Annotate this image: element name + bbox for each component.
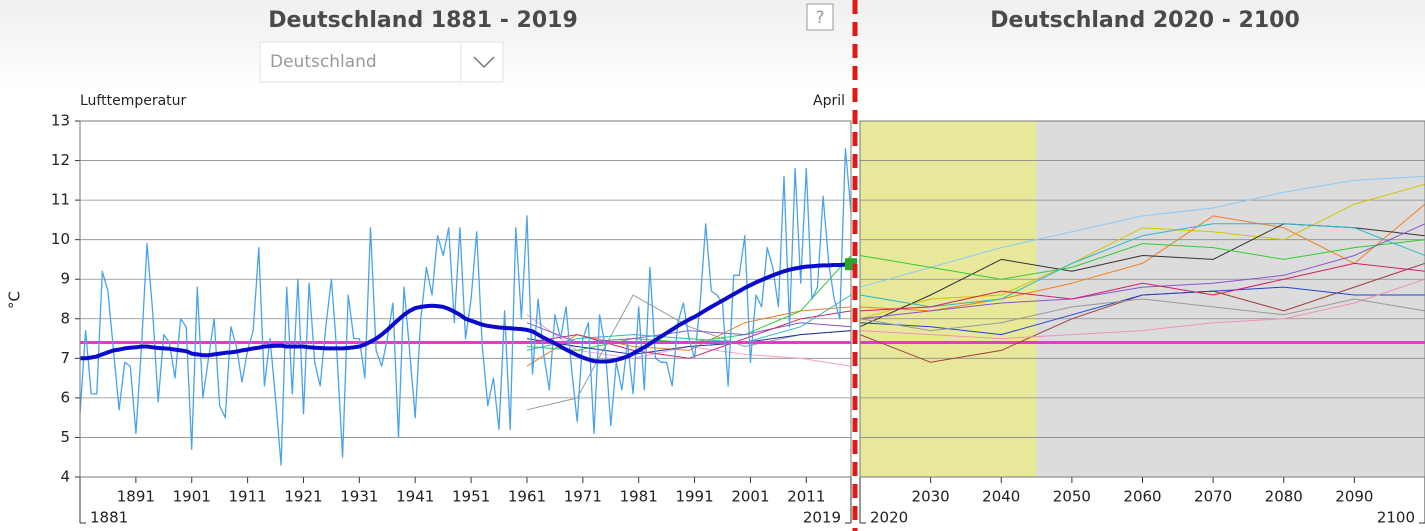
x-tick-label: 1931 bbox=[340, 488, 378, 506]
y-tick-label: 12 bbox=[51, 151, 70, 169]
series-line bbox=[859, 183, 1425, 320]
x-tick-label: 1951 bbox=[452, 488, 490, 506]
dropdown-arrow[interactable] bbox=[473, 56, 495, 69]
x-tick-label: 1941 bbox=[396, 488, 434, 506]
x-tick-label: 1911 bbox=[229, 488, 267, 506]
series-line bbox=[859, 286, 1425, 336]
y-tick-label: 5 bbox=[60, 428, 70, 446]
series-line bbox=[79, 148, 852, 466]
left-title: Deutschland 1881 - 2019 bbox=[268, 8, 578, 33]
x-tick-label: 2019 bbox=[803, 509, 841, 527]
plot: 4 5 6 7 8 9 10 11 12 13 1881 1891 1901 1911 1921 1931 19… bbox=[51, 112, 1425, 527]
plot-frame bbox=[859, 120, 1425, 478]
y-tick-label: 6 bbox=[60, 388, 70, 406]
model-run-line bbox=[526, 310, 852, 359]
x-tick-label: 2070 bbox=[1194, 488, 1232, 506]
help-text[interactable]: ? bbox=[815, 8, 824, 28]
x-tick-label: 1901 bbox=[173, 488, 211, 506]
dropdown-text[interactable]: Deutschland bbox=[270, 52, 377, 72]
x-tick-label: 2030 bbox=[912, 488, 950, 506]
x-tick-label: 2001 bbox=[731, 488, 769, 506]
plot-frame bbox=[79, 120, 852, 478]
x-tick-label: 1981 bbox=[620, 488, 658, 506]
variable-label: Lufttemperatur bbox=[80, 93, 187, 109]
series-line bbox=[859, 298, 1425, 332]
plot-bg bbox=[80, 121, 851, 477]
right-title: Deutschland 2020 - 2100 bbox=[990, 8, 1300, 33]
x-tick-label: 1991 bbox=[675, 488, 713, 506]
series-line bbox=[80, 262, 852, 364]
x-tick-label: 2011 bbox=[787, 488, 825, 506]
x-tick-label: 1891 bbox=[117, 488, 155, 506]
y-tick-label: 13 bbox=[51, 112, 70, 130]
x-tick-label: 2040 bbox=[982, 488, 1020, 506]
dropdown[interactable]: Deutschland bbox=[259, 41, 504, 83]
series-line bbox=[859, 239, 1425, 280]
y-tick-label: 8 bbox=[60, 309, 70, 327]
help-button[interactable] bbox=[806, 3, 834, 31]
x-tick-label: 1971 bbox=[564, 488, 602, 506]
series-line bbox=[859, 262, 1425, 312]
series-line bbox=[859, 223, 1425, 308]
y-axis-label: °C bbox=[6, 291, 24, 309]
x-tick-label: 2050 bbox=[1053, 488, 1091, 506]
x-tick-label: 1881 bbox=[90, 509, 128, 527]
x-tick-label: 2090 bbox=[1335, 488, 1373, 506]
y-tick-label: 10 bbox=[51, 230, 70, 248]
x-tick-label: 2020 bbox=[870, 509, 908, 527]
header-bg bbox=[0, 0, 1425, 90]
x-tick-label: 1921 bbox=[284, 488, 322, 506]
model-run-line bbox=[526, 330, 852, 355]
x-tick-label: 2100 bbox=[1377, 509, 1415, 527]
y-tick-label: 11 bbox=[51, 191, 70, 209]
period-label: April bbox=[813, 93, 845, 109]
band bbox=[860, 121, 1037, 477]
dropdown-box[interactable] bbox=[259, 41, 504, 83]
x-tick-label: 2080 bbox=[1265, 488, 1303, 506]
y-tick-label: 7 bbox=[60, 349, 70, 367]
series-line bbox=[859, 175, 1425, 288]
series-line bbox=[859, 223, 1425, 320]
y-tick-label: 9 bbox=[60, 270, 70, 288]
x-tick-label: 1961 bbox=[508, 488, 546, 506]
series-line bbox=[859, 278, 1425, 340]
y-tick-label: 4 bbox=[60, 468, 70, 486]
x-tick-label: 2060 bbox=[1123, 488, 1161, 506]
